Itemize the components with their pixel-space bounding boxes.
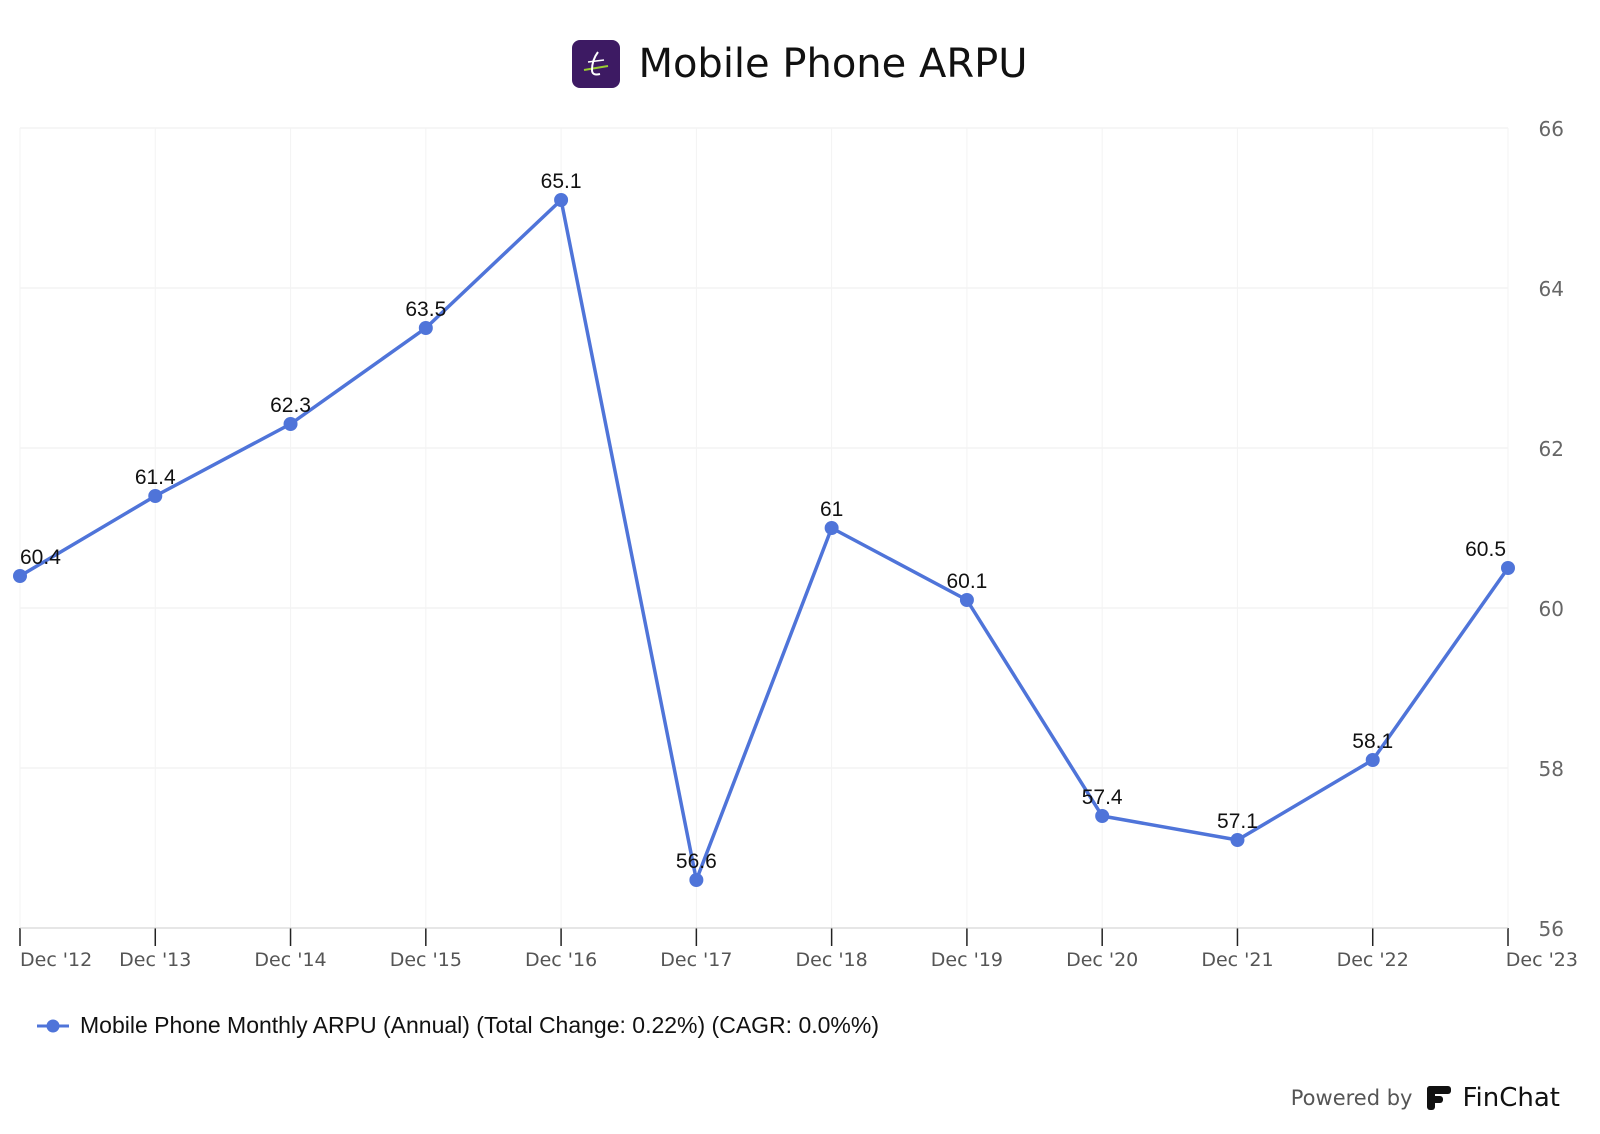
data-point (1365, 753, 1380, 767)
x-tick-label: Dec '23 (1506, 949, 1578, 971)
y-tick-label: 60 (1539, 597, 1564, 621)
data-label: 60.4 (20, 546, 61, 569)
chart-legend[interactable]: Mobile Phone Monthly ARPU (Annual) (Tota… (36, 1012, 879, 1039)
data-point (418, 321, 433, 335)
data-point (13, 569, 27, 583)
line-chart: 56 58 60 62 64 66 Dec '12 Dec '13 Dec '14 Dec '15… (13, 117, 1578, 971)
y-tick-label: 62 (1539, 437, 1564, 461)
x-tick-label: Dec '18 (796, 949, 868, 971)
brand-name: FinChat (1462, 1083, 1560, 1113)
data-label: 57.1 (1217, 810, 1258, 833)
finchat-brand: FinChat (1424, 1083, 1560, 1113)
x-tick-label: Dec '19 (931, 949, 1003, 971)
data-label: 60.1 (946, 570, 987, 593)
y-tick-label: 66 (1539, 117, 1564, 141)
x-tick-label: Dec '20 (1066, 949, 1138, 971)
data-label: 60.5 (1465, 538, 1506, 561)
data-point (1501, 561, 1515, 575)
data-point (1095, 809, 1110, 823)
company-logo-icon (572, 40, 621, 88)
x-tick-label: Dec '13 (119, 949, 191, 971)
chart-title: Mobile Phone ARPU (638, 41, 1028, 87)
x-tick-label: Dec '12 (20, 949, 92, 971)
data-label: 62.3 (270, 394, 311, 417)
chart-header: Mobile Phone ARPU (0, 36, 1600, 92)
x-tick-label: Dec '21 (1201, 949, 1273, 971)
data-point (554, 193, 569, 207)
data-point (148, 489, 163, 503)
y-tick-label: 56 (1539, 917, 1564, 941)
powered-by-text: Powered by (1290, 1086, 1413, 1110)
legend-label: Mobile Phone Monthly ARPU (Annual) (Tota… (80, 1012, 879, 1038)
data-label: 57.4 (1082, 786, 1123, 809)
x-tick-label: Dec '15 (390, 949, 462, 971)
powered-by-badge[interactable]: Powered by FinChat (1291, 1083, 1560, 1113)
data-label: 56.6 (676, 850, 717, 873)
x-tick-label: Dec '14 (254, 949, 326, 971)
data-label: 63.5 (405, 298, 446, 321)
data-point (824, 521, 839, 535)
data-label: 65.1 (541, 170, 582, 193)
series-line (19, 198, 1510, 882)
data-point (283, 417, 298, 431)
finchat-logo-icon (1427, 1086, 1452, 1110)
x-tick-label: Dec '22 (1337, 949, 1409, 971)
data-label: 58.1 (1352, 730, 1393, 753)
data-point (959, 593, 974, 607)
data-label: 61.4 (135, 466, 176, 489)
y-tick-label: 58 (1539, 757, 1564, 781)
data-label: 61 (820, 498, 843, 521)
data-point (1230, 833, 1245, 847)
x-tick-label: Dec '16 (525, 949, 597, 971)
legend-marker-icon (37, 1019, 69, 1032)
x-tick-label: Dec '17 (660, 949, 732, 971)
y-tick-label: 64 (1539, 277, 1564, 301)
data-point (689, 873, 704, 887)
